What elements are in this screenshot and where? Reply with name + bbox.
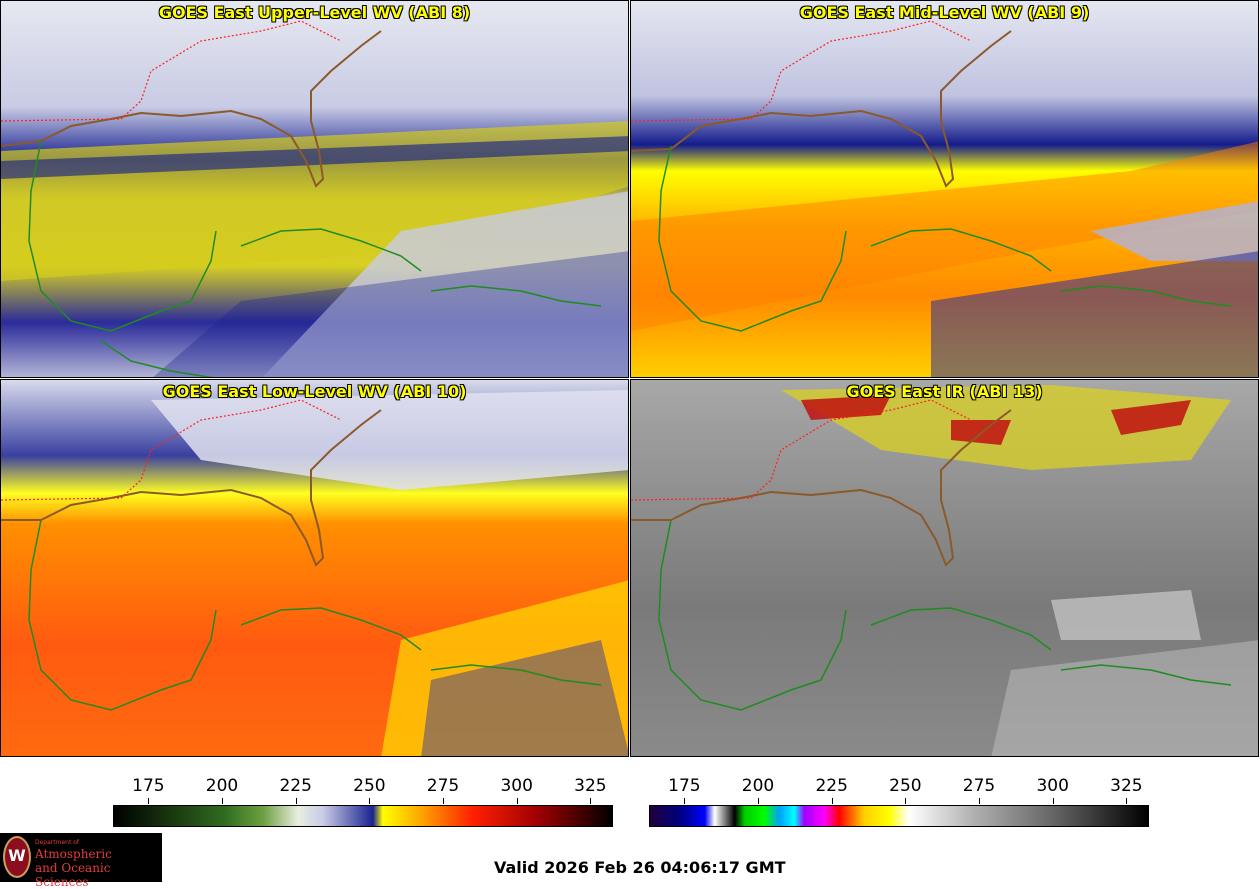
colorbar-tick-mark	[369, 798, 371, 804]
colorbar-tick-mark	[684, 798, 686, 804]
colorbar-tick-mark	[979, 798, 981, 804]
panel-title: GOES East Upper-Level WV (ABI 8)	[158, 3, 471, 22]
colorbar-tick-label: 300	[1036, 776, 1069, 796]
colorbar-tick-mark	[758, 798, 760, 804]
colorbar-tick-label: 275	[962, 776, 996, 796]
colorbar-tick-label: 175	[668, 776, 701, 796]
colorbar-tick-mark	[443, 798, 445, 804]
colorbar-tick-label: 225	[815, 776, 848, 796]
ir-panel: GOES East IR (ABI 13)	[630, 379, 1259, 757]
uw-seal-icon: W	[3, 836, 31, 878]
panel-title: GOES East Mid-Level WV (ABI 9)	[799, 3, 1090, 22]
upper-level-wv-imagery	[1, 1, 628, 377]
wv-colorbar-ticks: 175 200 225 250 275 300 325	[113, 776, 611, 816]
colorbar-tick-mark	[1126, 798, 1128, 804]
colorbar-tick-label: 200	[741, 776, 775, 796]
wv-colorbar	[113, 805, 613, 827]
colorbar-tick-label: 250	[889, 776, 922, 796]
upper-level-wv-panel: GOES East Upper-Level WV (ABI 8)	[0, 0, 629, 378]
mid-level-wv-panel: GOES East Mid-Level WV (ABI 9)	[630, 0, 1259, 378]
mid-level-wv-imagery	[631, 1, 1258, 377]
colorbar-tick-label: 225	[279, 776, 312, 796]
logo-line-3: and Oceanic Sciences	[35, 861, 111, 889]
valid-time: Valid 2026 Feb 26 04:06:17 GMT	[494, 858, 786, 877]
low-level-wv-imagery	[1, 380, 628, 756]
colorbar-tick-label: 250	[353, 776, 386, 796]
panel-title: GOES East Low-Level WV (ABI 10)	[162, 382, 467, 401]
colorbar-tick-label: 300	[500, 776, 533, 796]
colorbar-tick-label: 175	[132, 776, 165, 796]
ir-imagery	[631, 380, 1258, 756]
ir-colorbar	[649, 805, 1149, 827]
ir-colorbar-ticks: 175 200 225 250 275 300 325	[649, 776, 1147, 816]
colorbar-tick-mark	[295, 798, 297, 804]
colorbar-tick-mark	[590, 798, 592, 804]
colorbar-tick-mark	[222, 798, 224, 804]
colorbar-tick-label: 325	[1110, 776, 1143, 796]
logo-line-1: Department of	[35, 839, 79, 846]
colorbar-tick-label: 200	[205, 776, 239, 796]
logo-line-2: Atmospheric	[35, 847, 112, 861]
colorbar-tick-label: 325	[574, 776, 607, 796]
colorbar-tick-label: 275	[426, 776, 460, 796]
colorbar-tick-mark	[1052, 798, 1054, 804]
panel-title: GOES East IR (ABI 13)	[846, 382, 1043, 401]
colorbar-tick-mark	[516, 798, 518, 804]
colorbar-tick-mark	[148, 798, 150, 804]
aos-logo: W Department of Atmospheric and Oceanic …	[0, 833, 162, 889]
colorbar-tick-mark	[905, 798, 907, 804]
colorbar-tick-mark	[831, 798, 833, 804]
low-level-wv-panel: GOES East Low-Level WV (ABI 10)	[0, 379, 629, 757]
